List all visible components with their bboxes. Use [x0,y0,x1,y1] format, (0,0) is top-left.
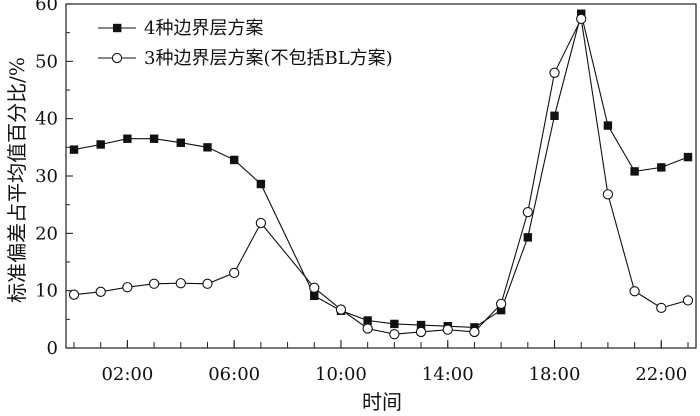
series-2-point [68,289,80,300]
series-2-point [335,304,347,315]
series-2-point [495,298,507,310]
series-1-point [416,320,426,330]
series-2-point [469,326,480,338]
series-1-point [550,111,559,120]
series-1-point [657,163,666,172]
series-1-point [229,155,239,165]
legend-label-2: 3种边界层方案(不包括BL方案) [144,48,393,69]
y-tick-label: 10 [35,281,58,302]
series-1-point [630,167,639,176]
series-2-point [309,282,320,293]
x-tick-label: 18:00 [529,364,581,385]
series-2-point [629,286,640,297]
series-1-point [577,9,586,18]
series-2-point [415,326,427,338]
series-2-point [549,67,560,78]
series-2-point [202,278,213,289]
series-2-point [682,295,694,306]
series-1-point [496,305,506,315]
x-tick-label: 02:00 [101,364,153,385]
series-2-point [229,267,240,279]
y-tick-label: 50 [35,51,58,72]
y-tick-label: 20 [35,223,58,244]
x-axis-label: 时间 [362,390,402,414]
series-2-point [602,189,614,200]
series-1-point [603,121,613,130]
series-1-point [390,319,399,329]
x-tick-label: 14:00 [422,364,474,385]
series-1-point [310,291,319,301]
series-1-point [523,233,533,242]
series-1-point [96,140,105,149]
x-tick-label: 06:00 [208,364,260,385]
x-tick-label: 10:00 [315,364,367,385]
y-tick-label: 40 [35,109,58,130]
series-2-point [362,323,373,334]
series-2-point [255,217,267,229]
y-axis-ticks: 0 10 20 30 40 50 60 [35,0,73,359]
x-tick-label: 22:00 [635,364,687,385]
series-2-point [148,278,160,289]
series-2-point [442,324,453,335]
series-2-point [522,206,533,218]
series-2-point [656,302,667,314]
legend-marker-2 [111,52,123,64]
y-tick-label: 0 [47,338,58,359]
series-2-point [576,13,587,25]
series-1-point [176,138,185,147]
series-1-point [256,179,266,189]
series-1-point [683,152,693,162]
y-tick-label: 30 [35,166,58,187]
series-1-point [123,134,132,143]
series-layer [68,9,694,340]
series-2-point [175,278,186,289]
series-1-point [363,316,372,325]
y-axis-label: 标准偏差占平均值百分比/% [5,57,29,303]
legend-marker-1 [113,23,122,33]
y-tick-label: 60 [35,0,58,15]
series-2-point [95,286,106,297]
series-2-point [122,282,133,293]
series-2-point [389,329,400,340]
x-axis-ticks: 02:00 06:00 10:00 14:00 18:00 22:00 [73,340,689,385]
legend-label-1: 4种边界层方案 [144,18,263,39]
legend: 4种边界层方案 3种边界层方案(不包括BL方案) [98,18,393,69]
series-1-point [203,143,212,152]
series-1-point [149,134,159,143]
series-1-point [69,145,79,154]
